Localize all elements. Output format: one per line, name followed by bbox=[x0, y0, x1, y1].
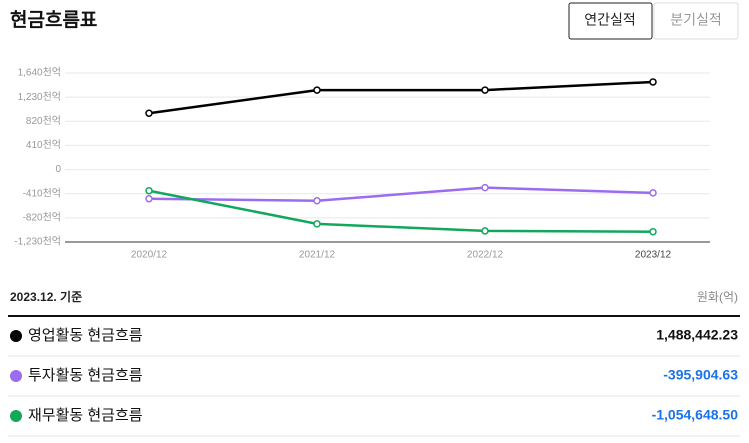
legend-label: 영업활동 현금흐름 bbox=[28, 327, 143, 344]
data-point bbox=[481, 227, 489, 235]
series-line bbox=[148, 186, 654, 203]
legend-dot bbox=[10, 410, 22, 422]
page-title: 현금흐름표 bbox=[10, 9, 97, 31]
row-value: -395,904.63 bbox=[663, 367, 738, 383]
summary-table: 영업활동 현금흐름 1,488,442.23 투자활동 현금흐름 -395,904.6… bbox=[8, 327, 740, 437]
x-tick-label: 2021/12 bbox=[299, 250, 336, 261]
y-tick-label: 1,230천억 bbox=[18, 91, 61, 103]
legend-label: 투자활동 현금흐름 bbox=[28, 367, 143, 384]
summary-unit: 원화(억) bbox=[697, 290, 738, 304]
data-point bbox=[649, 227, 657, 236]
legend-label: 재무활동 현금흐름 bbox=[28, 407, 143, 424]
series-line bbox=[148, 80, 654, 115]
data-point bbox=[481, 86, 489, 94]
x-tick-label: 2023/12 bbox=[635, 250, 672, 261]
y-tick-label: -1,230천억 bbox=[14, 236, 61, 248]
data-point bbox=[313, 86, 321, 94]
plot: -1,230천억 -820천억 -410천억 0 410천억 820천억 1,230천억 1,… bbox=[14, 67, 710, 261]
legend-dot bbox=[10, 370, 22, 382]
tab-active[interactable] bbox=[568, 2, 653, 40]
summary-date: 2023.12. 기준 bbox=[10, 289, 82, 304]
data-point bbox=[145, 186, 153, 195]
data-point bbox=[145, 109, 153, 117]
y-tick-label: 410천억 bbox=[26, 139, 61, 151]
series-line bbox=[148, 189, 654, 233]
data-point bbox=[313, 197, 321, 205]
tab[interactable] bbox=[653, 2, 739, 40]
tab-label[interactable]: 연간실적 bbox=[584, 12, 636, 28]
data-point bbox=[649, 189, 657, 197]
y-tick-label: 820천억 bbox=[26, 115, 61, 127]
data-point bbox=[313, 220, 321, 228]
legend-dot bbox=[10, 330, 22, 342]
data-point bbox=[481, 183, 489, 192]
y-tick-label: 0 bbox=[55, 164, 61, 175]
x-tick-label: 2022/12 bbox=[467, 250, 504, 261]
tab-label[interactable]: 분기실적 bbox=[670, 12, 722, 28]
row-value: 1,488,442.23 bbox=[656, 327, 738, 343]
y-tick-label: -410천억 bbox=[23, 187, 61, 199]
row-value: -1,054,648.50 bbox=[652, 407, 739, 423]
data-point bbox=[145, 194, 153, 203]
data-point bbox=[649, 78, 657, 86]
y-tick-label: 1,640천억 bbox=[18, 67, 61, 79]
x-tick-label: 2020/12 bbox=[131, 250, 168, 261]
y-tick-label: -820천억 bbox=[23, 211, 61, 223]
